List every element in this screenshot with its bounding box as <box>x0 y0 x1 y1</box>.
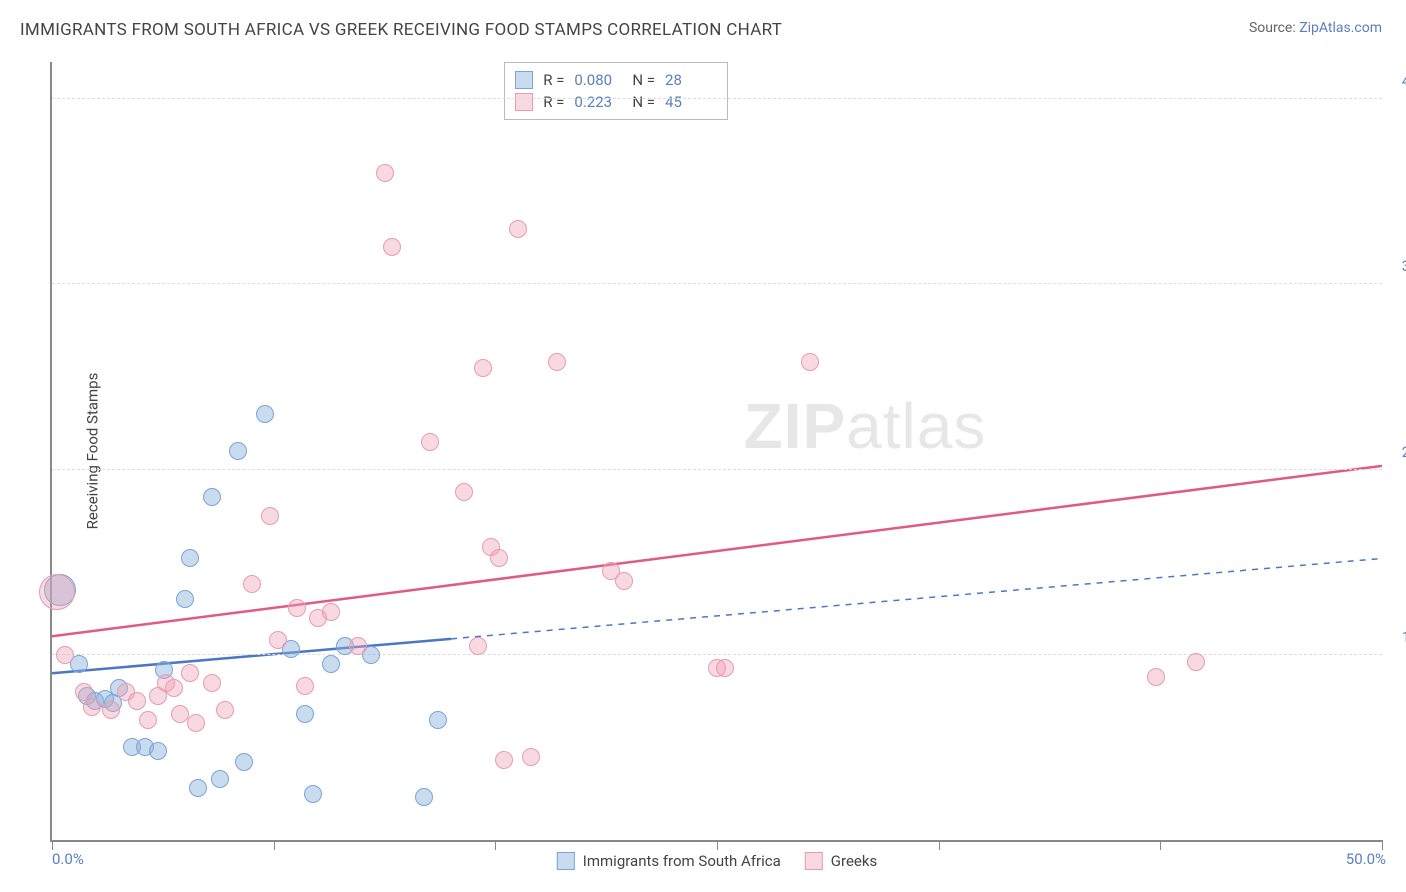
y-axis-label: Receiving Food Stamps <box>83 373 101 530</box>
data-point <box>455 483 473 501</box>
y-tick-label: 20.0% <box>1402 443 1406 461</box>
source-attribution: Source: ZipAtlas.com <box>1249 20 1382 36</box>
data-point <box>269 631 287 649</box>
data-point <box>261 507 279 525</box>
x-tick <box>495 840 496 850</box>
x-tick <box>717 840 718 850</box>
x-axis-max-label: 50.0% <box>1346 850 1386 868</box>
x-tick <box>939 840 940 850</box>
data-point <box>187 714 205 732</box>
y-tick-label: 40.0% <box>1402 72 1406 90</box>
legend-item: Greeks <box>805 852 877 870</box>
x-tick <box>274 840 275 850</box>
data-point <box>203 488 221 506</box>
legend-swatch <box>805 852 823 870</box>
gridline <box>52 98 1382 99</box>
data-point <box>288 599 306 617</box>
data-point <box>102 701 120 719</box>
data-point <box>349 637 367 655</box>
x-tick <box>1382 840 1383 850</box>
x-axis-min-label: 0.0% <box>52 850 84 868</box>
data-point <box>56 646 74 664</box>
data-point <box>322 655 340 673</box>
legend-item: Immigrants from South Africa <box>557 852 781 870</box>
gridline <box>52 469 1382 470</box>
data-point <box>474 359 492 377</box>
data-point <box>615 572 633 590</box>
x-tick <box>1160 840 1161 850</box>
data-point <box>304 785 322 803</box>
data-point <box>139 711 157 729</box>
correlation-stats-box: R =0.080N =28R =0.223N =45 <box>504 62 728 120</box>
legend-label: Immigrants from South Africa <box>583 852 781 870</box>
data-point <box>229 442 247 460</box>
data-point <box>490 549 508 567</box>
stats-row: R =0.080N =28 <box>515 69 713 91</box>
data-point <box>211 770 229 788</box>
data-point <box>801 353 819 371</box>
data-point <box>256 405 274 423</box>
legend-swatch <box>515 71 533 89</box>
data-point <box>203 674 221 692</box>
gridline <box>52 654 1382 655</box>
data-point <box>181 549 199 567</box>
data-point <box>181 664 199 682</box>
data-point <box>296 705 314 723</box>
data-point <box>243 575 261 593</box>
series-legend: Immigrants from South Africa Greeks <box>557 852 877 870</box>
legend-label: Greeks <box>831 852 877 870</box>
data-point <box>415 788 433 806</box>
data-point <box>322 603 340 621</box>
data-point <box>548 353 566 371</box>
data-point <box>39 574 75 610</box>
data-point <box>296 677 314 695</box>
data-point <box>83 698 101 716</box>
data-point <box>383 238 401 256</box>
stats-row: R =0.223N =45 <box>515 91 713 113</box>
data-point <box>128 692 146 710</box>
source-link[interactable]: ZipAtlas.com <box>1299 20 1382 36</box>
y-tick-label: 30.0% <box>1402 257 1406 275</box>
data-point <box>522 748 540 766</box>
data-point <box>509 220 527 238</box>
x-tick <box>52 840 53 850</box>
watermark: ZIPatlas <box>744 389 987 463</box>
data-point <box>149 742 167 760</box>
data-point <box>216 701 234 719</box>
scatter-chart: Receiving Food Stamps ZIPatlas R =0.080N… <box>50 62 1382 842</box>
data-point <box>376 164 394 182</box>
data-point <box>716 659 734 677</box>
data-point <box>429 711 447 729</box>
data-point <box>165 679 183 697</box>
data-point <box>1187 653 1205 671</box>
gridline <box>52 283 1382 284</box>
y-tick-label: 10.0% <box>1402 628 1406 646</box>
data-point <box>495 751 513 769</box>
data-point <box>235 753 253 771</box>
data-point <box>176 590 194 608</box>
data-point <box>189 779 207 797</box>
data-point <box>1147 668 1165 686</box>
chart-title: IMMIGRANTS FROM SOUTH AFRICA VS GREEK RE… <box>20 20 782 40</box>
data-point <box>469 637 487 655</box>
data-point <box>421 433 439 451</box>
legend-swatch <box>557 852 575 870</box>
legend-swatch <box>515 93 533 111</box>
